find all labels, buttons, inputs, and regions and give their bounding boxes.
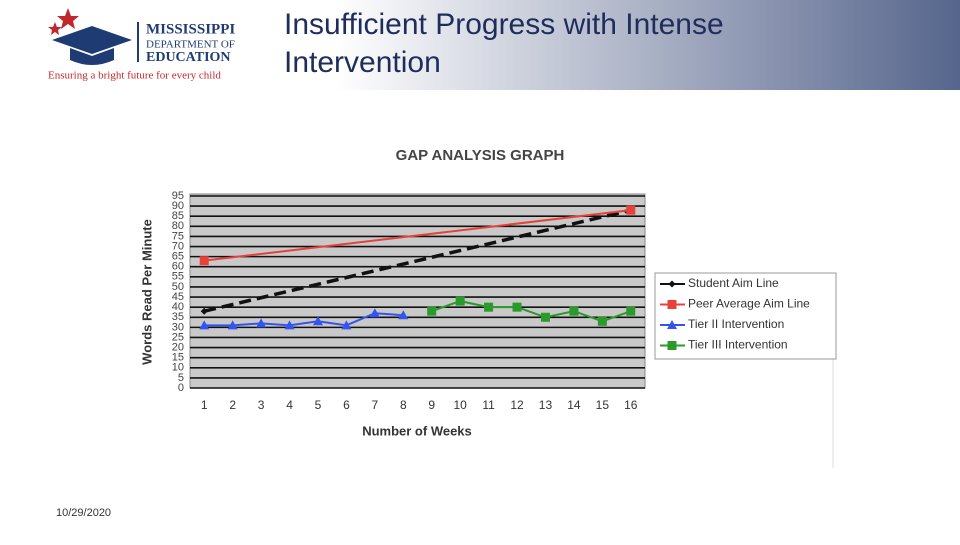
y-tick-label: 20 bbox=[172, 341, 184, 353]
y-tick-label: 50 bbox=[172, 281, 184, 293]
marker bbox=[626, 205, 636, 215]
title-box: Insufficient Progress with Intense Inter… bbox=[284, 8, 724, 79]
y-tick-label: 0 bbox=[178, 382, 184, 394]
marker bbox=[199, 320, 210, 330]
logo-text: EDUCATION bbox=[146, 50, 231, 65]
logo: MISSISSIPPI DEPARTMENT OF EDUCATION Ensu… bbox=[48, 8, 235, 82]
legend-item: Tier III Intervention bbox=[660, 338, 788, 352]
x-tick-label: 1 bbox=[201, 398, 208, 412]
legend-marker bbox=[668, 280, 676, 288]
x-axis-label: Number of Weeks bbox=[362, 423, 472, 438]
marker bbox=[512, 302, 522, 312]
logo-star bbox=[57, 8, 79, 29]
y-tick-label: 25 bbox=[172, 331, 184, 343]
marker bbox=[540, 312, 550, 322]
x-tick-label: 12 bbox=[510, 398, 524, 412]
marker bbox=[626, 306, 636, 316]
x-tick-label: 4 bbox=[286, 398, 293, 412]
legend-label: Peer Average Aim Line bbox=[688, 297, 810, 311]
marker bbox=[597, 316, 607, 326]
y-tick-label: 45 bbox=[172, 291, 184, 303]
chart-title: GAP ANALYSIS GRAPH bbox=[396, 147, 565, 164]
legend-marker bbox=[667, 341, 677, 350]
marker bbox=[200, 307, 208, 315]
x-tick-label: 11 bbox=[482, 398, 495, 412]
x-tick-label: 15 bbox=[596, 398, 610, 412]
series-line bbox=[431, 300, 632, 323]
y-tick-label: 35 bbox=[172, 311, 184, 323]
x-tick-label: 6 bbox=[343, 398, 350, 412]
legend-marker bbox=[667, 320, 677, 329]
y-tick-label: 5 bbox=[178, 372, 184, 384]
x-tick-label: 9 bbox=[428, 398, 435, 412]
y-tick-label: 80 bbox=[172, 220, 184, 232]
marker bbox=[569, 306, 579, 316]
logo-tagline: Ensuring a bright future for every child bbox=[48, 70, 221, 82]
legend-marker bbox=[667, 300, 677, 309]
x-tick-label: 2 bbox=[229, 398, 236, 412]
legend-label: Tier II Intervention bbox=[688, 317, 784, 331]
legend-box bbox=[654, 272, 837, 360]
logo-cap bbox=[70, 48, 114, 65]
x-tick-label: 7 bbox=[372, 398, 379, 412]
marker bbox=[199, 256, 209, 266]
x-tick-label: 10 bbox=[453, 398, 467, 412]
header-band bbox=[0, 0, 960, 90]
y-tick-label: 90 bbox=[172, 200, 184, 212]
marker bbox=[284, 320, 295, 330]
legend-item: Tier II Intervention bbox=[660, 317, 784, 331]
marker bbox=[398, 310, 409, 320]
y-tick-label: 70 bbox=[172, 240, 184, 252]
series-line bbox=[203, 208, 632, 313]
date: 10/29/2020 bbox=[56, 507, 111, 519]
marker bbox=[341, 320, 352, 330]
y-tick-label: 85 bbox=[172, 210, 184, 222]
x-tick-label: 3 bbox=[258, 398, 265, 412]
marker bbox=[455, 296, 465, 306]
marker bbox=[484, 302, 494, 312]
x-tick-label: 8 bbox=[400, 398, 407, 412]
y-tick-label: 55 bbox=[172, 271, 184, 283]
y-tick-label: 75 bbox=[172, 230, 184, 242]
slide-title: Insufficient Progress with Intense Inter… bbox=[284, 8, 724, 79]
series-line bbox=[204, 209, 631, 262]
y-tick-label: 15 bbox=[172, 352, 184, 364]
logo-text: DEPARTMENT OF bbox=[146, 39, 235, 51]
legend-label: Tier III Intervention bbox=[688, 338, 788, 352]
y-tick-label: 60 bbox=[172, 261, 184, 273]
marker bbox=[369, 308, 380, 318]
marker bbox=[227, 320, 238, 330]
legend-label: Student Aim Line bbox=[688, 276, 779, 290]
logo-text: MISSISSIPPI bbox=[146, 21, 235, 37]
x-tick-label: 14 bbox=[567, 398, 581, 412]
marker bbox=[256, 318, 267, 328]
y-axis-label: Words Read Per Minute bbox=[139, 219, 154, 365]
logo-star bbox=[48, 22, 62, 35]
y-tick-label: 10 bbox=[172, 362, 184, 374]
marker bbox=[427, 306, 437, 316]
y-tick-label: 95 bbox=[172, 190, 184, 202]
x-tick-label: 16 bbox=[624, 398, 638, 412]
x-tick-label: 5 bbox=[315, 398, 322, 412]
legend-item: Peer Average Aim Line bbox=[660, 297, 810, 311]
series-line bbox=[204, 312, 404, 327]
legend-item: Student Aim Line bbox=[660, 276, 779, 290]
y-tick-label: 30 bbox=[172, 321, 184, 333]
y-tick-label: 40 bbox=[172, 301, 184, 313]
y-tick-label: 65 bbox=[172, 251, 184, 263]
marker bbox=[312, 316, 323, 326]
x-tick-label: 13 bbox=[539, 398, 553, 412]
logo-cap bbox=[52, 26, 132, 54]
